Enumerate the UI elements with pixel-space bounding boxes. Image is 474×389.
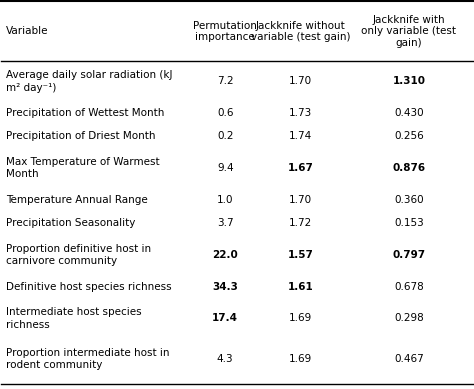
Text: 1.73: 1.73 [289, 108, 312, 118]
Text: Temperature Annual Range: Temperature Annual Range [6, 195, 148, 205]
Text: 34.3: 34.3 [212, 282, 238, 292]
Text: 0.2: 0.2 [217, 131, 234, 142]
Text: 0.678: 0.678 [394, 282, 424, 292]
Text: 4.3: 4.3 [217, 354, 234, 364]
Text: 0.360: 0.360 [394, 195, 424, 205]
Text: 1.74: 1.74 [289, 131, 312, 142]
Text: 1.69: 1.69 [289, 314, 312, 324]
Text: 22.0: 22.0 [212, 250, 238, 260]
Text: Precipitation of Driest Month: Precipitation of Driest Month [6, 131, 155, 142]
Text: 0.430: 0.430 [394, 108, 424, 118]
Text: 1.57: 1.57 [288, 250, 314, 260]
Text: 1.61: 1.61 [288, 282, 313, 292]
Text: Jackknife with
only variable (test
gain): Jackknife with only variable (test gain) [362, 15, 456, 48]
Text: 3.7: 3.7 [217, 218, 234, 228]
Text: Average daily solar radiation (kJ
m² day⁻¹): Average daily solar radiation (kJ m² day… [6, 70, 173, 93]
Text: Permutation
importance: Permutation importance [193, 21, 257, 42]
Text: Precipitation Seasonality: Precipitation Seasonality [6, 218, 136, 228]
Text: 0.876: 0.876 [392, 163, 426, 173]
Text: Proportion definitive host in
carnivore community: Proportion definitive host in carnivore … [6, 244, 151, 266]
Text: Jackknife without
variable (test gain): Jackknife without variable (test gain) [251, 21, 350, 42]
Text: 1.70: 1.70 [289, 195, 312, 205]
Text: Definitive host species richness: Definitive host species richness [6, 282, 172, 292]
Text: 1.67: 1.67 [288, 163, 314, 173]
Text: 0.797: 0.797 [392, 250, 426, 260]
Text: 7.2: 7.2 [217, 76, 234, 86]
Text: 1.310: 1.310 [392, 76, 426, 86]
Text: 0.256: 0.256 [394, 131, 424, 142]
Text: Variable: Variable [6, 26, 49, 36]
Text: 1.72: 1.72 [289, 218, 312, 228]
Text: 1.69: 1.69 [289, 354, 312, 364]
Text: Max Temperature of Warmest
Month: Max Temperature of Warmest Month [6, 157, 160, 179]
Text: 0.6: 0.6 [217, 108, 234, 118]
Text: Proportion intermediate host in
rodent community: Proportion intermediate host in rodent c… [6, 348, 170, 370]
Text: 1.0: 1.0 [217, 195, 234, 205]
Text: Precipitation of Wettest Month: Precipitation of Wettest Month [6, 108, 164, 118]
Text: 0.298: 0.298 [394, 314, 424, 324]
Text: 0.153: 0.153 [394, 218, 424, 228]
Text: 17.4: 17.4 [212, 314, 238, 324]
Text: 1.70: 1.70 [289, 76, 312, 86]
Text: 9.4: 9.4 [217, 163, 234, 173]
Text: Intermediate host species
richness: Intermediate host species richness [6, 307, 142, 329]
Text: 0.467: 0.467 [394, 354, 424, 364]
